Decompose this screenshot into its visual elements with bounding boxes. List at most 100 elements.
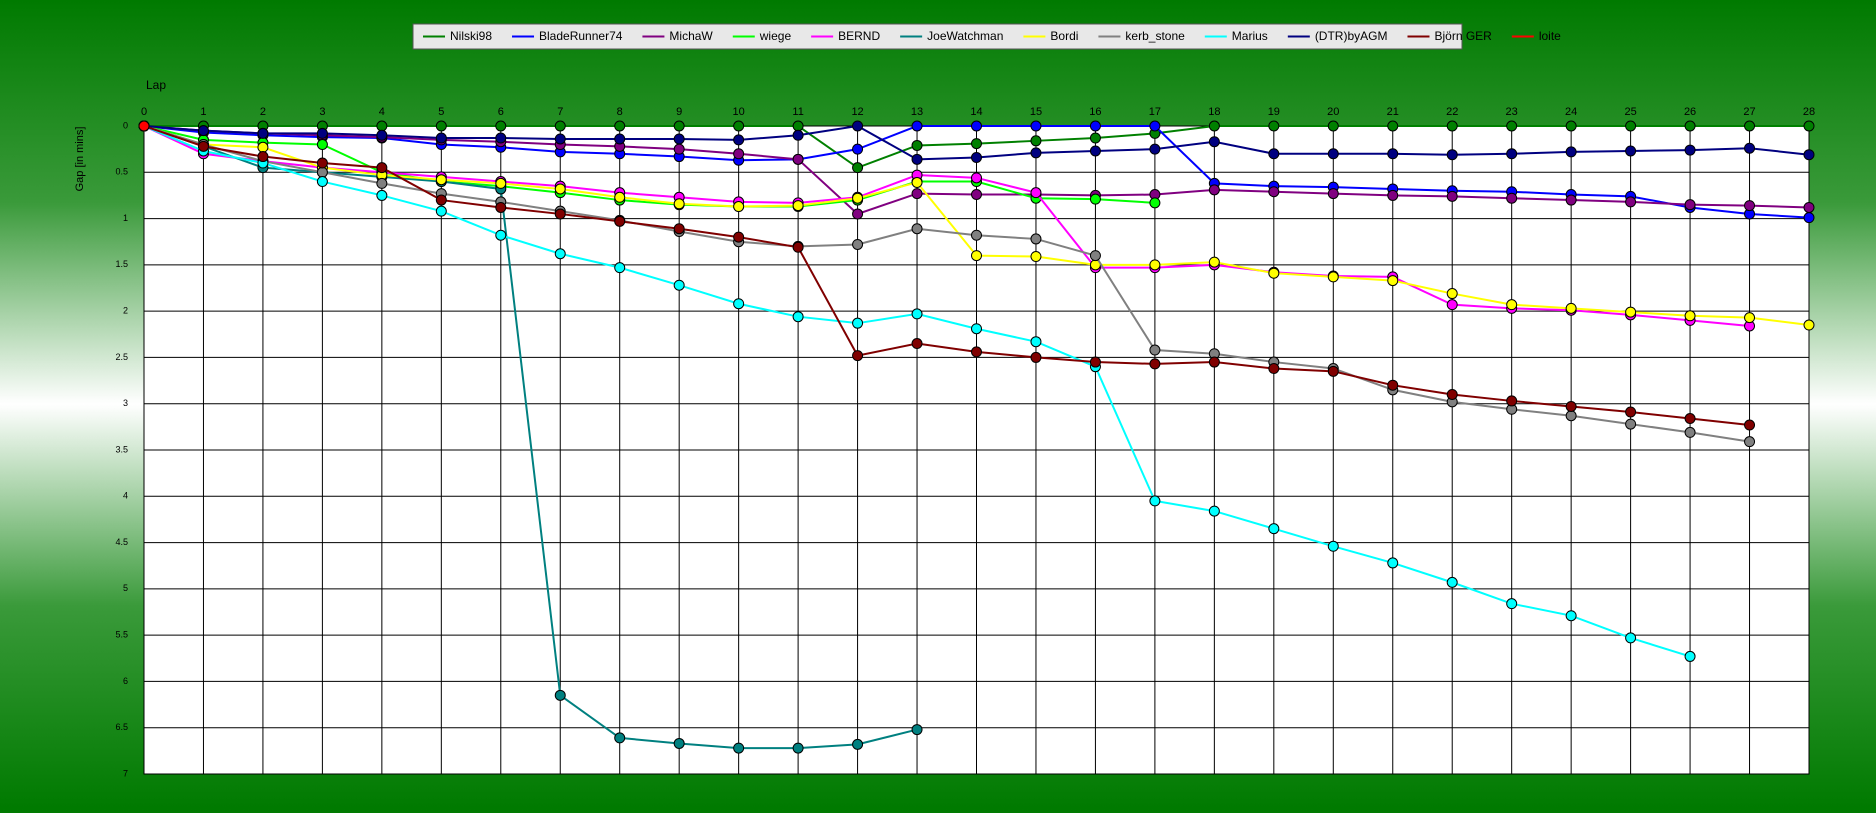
data-point	[792, 311, 804, 323]
data-point	[1327, 148, 1339, 160]
data-point	[1446, 288, 1458, 300]
x-tick-label: 3	[319, 106, 325, 118]
x-tick-label: 9	[676, 106, 682, 118]
x-axis-label: Lap	[146, 78, 166, 92]
data-point	[376, 120, 388, 132]
data-point	[1506, 598, 1518, 610]
data-point	[673, 198, 685, 210]
data-point	[1268, 186, 1280, 198]
data-point	[1684, 199, 1696, 211]
data-point	[1446, 388, 1458, 400]
data-point	[733, 120, 745, 132]
data-point	[1506, 299, 1518, 311]
x-tick-label: 16	[1089, 106, 1101, 118]
data-point	[1803, 120, 1815, 132]
y-tick-label: 6	[123, 676, 128, 686]
data-point	[1030, 187, 1042, 199]
x-tick-label: 14	[970, 106, 982, 118]
data-point	[1803, 149, 1815, 161]
legend-box	[412, 23, 1463, 50]
data-point	[673, 737, 685, 749]
data-point	[1684, 120, 1696, 132]
data-point	[733, 201, 745, 213]
data-point	[1565, 120, 1577, 132]
data-point	[792, 241, 804, 253]
data-point	[1744, 419, 1756, 431]
data-point	[435, 132, 447, 144]
x-tick-label: 22	[1446, 106, 1458, 118]
data-point	[1446, 299, 1458, 311]
data-point	[1387, 557, 1399, 569]
legend-label: wiege	[759, 29, 792, 43]
data-point	[1268, 148, 1280, 160]
data-point	[911, 223, 923, 235]
data-point	[733, 231, 745, 243]
data-point	[1089, 193, 1101, 205]
data-point	[1030, 351, 1042, 363]
data-point	[1149, 143, 1161, 155]
data-point	[1089, 250, 1101, 262]
y-tick-label: 4.5	[115, 537, 128, 547]
y-tick-label: 0	[123, 120, 128, 130]
data-point	[1387, 189, 1399, 201]
data-point	[1565, 194, 1577, 206]
data-point	[316, 176, 328, 188]
y-tick-label: 5.5	[115, 630, 128, 640]
data-point	[495, 132, 507, 144]
x-tick-label: 5	[438, 106, 444, 118]
data-point	[1625, 406, 1637, 418]
x-tick-label: 10	[733, 106, 745, 118]
data-point	[1803, 212, 1815, 224]
data-point	[1268, 523, 1280, 535]
x-tick-label: 25	[1624, 106, 1636, 118]
data-point	[911, 176, 923, 188]
data-point	[1268, 120, 1280, 132]
data-point	[1030, 147, 1042, 159]
y-tick-label: 4	[123, 491, 128, 501]
data-point	[1506, 395, 1518, 407]
data-point	[971, 151, 982, 163]
data-point	[673, 120, 685, 132]
data-point	[971, 120, 982, 132]
data-point	[792, 129, 804, 141]
x-tick-label: 18	[1208, 106, 1220, 118]
data-point	[971, 323, 982, 335]
data-point	[792, 742, 804, 754]
data-point	[792, 200, 804, 212]
data-point	[614, 133, 626, 145]
data-point	[1506, 192, 1518, 204]
data-point	[1744, 436, 1756, 448]
data-point	[1625, 196, 1637, 208]
data-point	[852, 317, 864, 329]
x-tick-label: 0	[141, 106, 147, 118]
data-point	[554, 120, 566, 132]
data-point	[1446, 576, 1458, 588]
legend-label: JoeWatchman	[927, 29, 1003, 43]
data-point	[435, 205, 447, 217]
data-point	[1684, 650, 1696, 662]
data-point	[1506, 148, 1518, 160]
data-point	[257, 151, 269, 163]
data-point	[1625, 145, 1637, 157]
data-point	[554, 248, 566, 260]
y-tick-label: 7	[123, 768, 128, 778]
data-point	[1625, 418, 1637, 430]
data-point	[1268, 267, 1280, 279]
x-tick-label: 11	[792, 106, 803, 118]
data-point	[316, 157, 328, 169]
legend-label: Björn GER	[1434, 29, 1492, 43]
data-point	[733, 134, 745, 146]
data-point	[1089, 132, 1101, 144]
data-point	[1684, 413, 1696, 425]
data-point	[614, 120, 626, 132]
data-point	[1327, 365, 1339, 377]
y-tick-label: 0.5	[115, 167, 128, 177]
data-point	[911, 153, 923, 165]
data-point	[1744, 120, 1756, 132]
data-point	[852, 143, 864, 155]
data-point	[316, 166, 328, 178]
legend-label: Nilski98	[450, 29, 492, 43]
data-point	[1149, 120, 1161, 132]
